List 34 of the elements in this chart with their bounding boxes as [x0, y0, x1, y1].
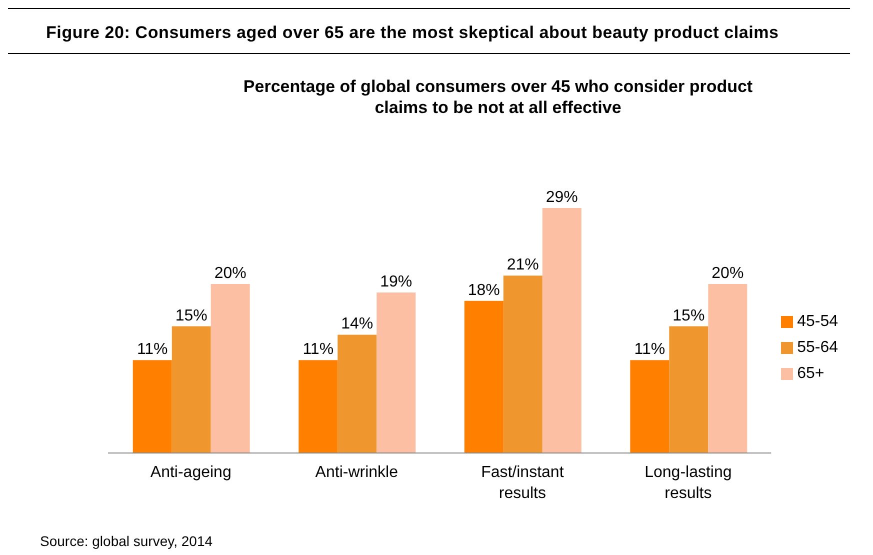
- bar: [464, 300, 504, 453]
- data-label: 14%: [341, 316, 374, 333]
- bar: [172, 326, 211, 453]
- data-label: 11%: [634, 341, 666, 358]
- data-label: 19%: [380, 273, 412, 290]
- bar: [503, 276, 542, 453]
- data-label: 20%: [712, 265, 744, 282]
- data-label: 21%: [506, 256, 539, 274]
- x-tick-label: Anti-ageing: [150, 464, 232, 481]
- bar: [708, 284, 748, 453]
- legend-label: 65+: [797, 365, 824, 382]
- bar: [376, 292, 416, 453]
- x-tick-label: Long-lasting results: [644, 464, 732, 502]
- bar: [210, 284, 250, 453]
- data-label: 29%: [546, 189, 578, 206]
- bar: [298, 360, 338, 453]
- data-label: 11%: [136, 341, 168, 358]
- x-tick-label: Anti-wrinkle: [315, 464, 398, 481]
- data-label: 11%: [302, 341, 334, 358]
- bar: [669, 326, 708, 453]
- bar: [338, 334, 377, 453]
- legend-label: 55-64: [797, 339, 838, 356]
- bar: [132, 360, 172, 453]
- source-note: Source: global survey, 2014: [40, 533, 213, 549]
- data-label: 20%: [214, 265, 246, 282]
- data-label: 18%: [468, 282, 500, 299]
- data-label: 15%: [672, 307, 705, 324]
- bar: [542, 208, 582, 453]
- x-tick-label: Fast/instant results: [481, 464, 564, 502]
- bar: [630, 360, 670, 453]
- legend-label: 45-54: [797, 313, 838, 330]
- chart-subtitle: Percentage of global consumers over 45 who consider product claims to be not at all effective: [242, 76, 754, 118]
- data-label: 15%: [175, 307, 208, 324]
- chart-title: Figure 20: Consumers aged over 65 are the most skeptical about beauty product claims: [8, 8, 850, 54]
